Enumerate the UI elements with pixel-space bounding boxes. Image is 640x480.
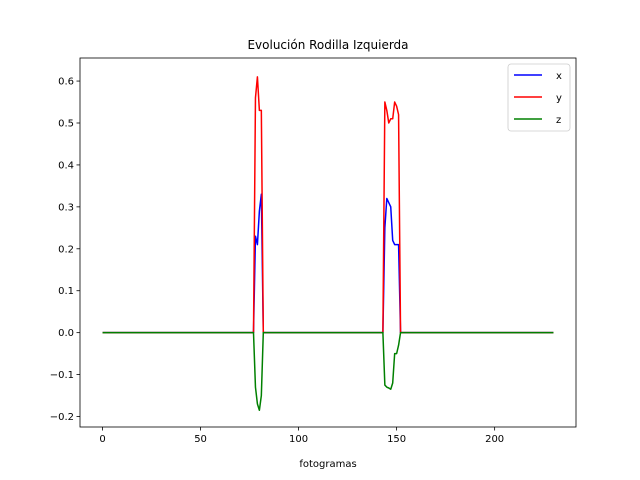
- legend-label-z: z: [556, 115, 561, 126]
- series-line-x: [102, 193, 554, 334]
- x-tick-label: 50: [194, 434, 207, 445]
- y-tick-label: 0.5: [58, 118, 74, 129]
- legend-label-y: y: [556, 93, 562, 104]
- legend-label-x: x: [556, 71, 562, 82]
- y-tick-label: 0.0: [58, 328, 74, 339]
- y-tick-label: −0.1: [50, 370, 74, 381]
- series-line-y: [102, 76, 554, 334]
- legend: xyz: [507, 63, 571, 132]
- y-axis: −0.2 −0.1 0.0 0.1 0.2 0.3 0.4 0.5 0.6: [50, 77, 80, 423]
- x-axis: 0 50 100 150 200: [99, 427, 504, 445]
- y-tick-label: 0.1: [58, 286, 74, 297]
- y-tick-label: 0.4: [58, 160, 74, 171]
- x-tick-label: 200: [485, 434, 504, 445]
- x-tick-label: 100: [289, 434, 308, 445]
- x-tick-label: 150: [387, 434, 406, 445]
- y-tick-label: 0.3: [58, 202, 74, 213]
- x-axis-label: fotogramas: [299, 459, 356, 470]
- y-tick-label: −0.2: [50, 412, 74, 423]
- y-tick-label: 0.6: [58, 77, 74, 88]
- chart-title: Evolución Rodilla Izquierda: [247, 38, 408, 52]
- series-line-z: [102, 331, 554, 411]
- plot-lines: [102, 76, 554, 411]
- x-tick-label: 0: [99, 434, 105, 445]
- plot-frame: [79, 57, 577, 428]
- y-tick-label: 0.2: [58, 244, 74, 255]
